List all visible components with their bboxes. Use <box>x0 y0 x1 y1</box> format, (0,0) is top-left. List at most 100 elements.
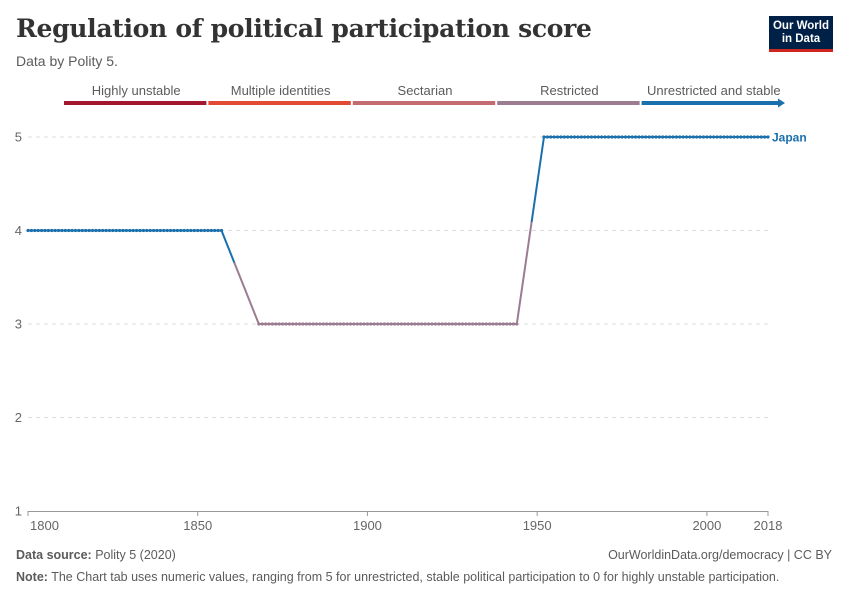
data-point[interactable] <box>586 135 590 139</box>
data-point[interactable] <box>182 228 186 233</box>
data-point[interactable] <box>481 322 485 326</box>
data-point[interactable] <box>450 322 454 326</box>
data-point[interactable] <box>311 322 315 326</box>
data-point[interactable] <box>729 135 733 139</box>
data-point[interactable] <box>426 322 431 326</box>
data-point[interactable] <box>67 228 71 233</box>
data-point[interactable] <box>280 322 285 326</box>
data-point[interactable] <box>654 135 658 139</box>
data-point[interactable] <box>389 322 393 326</box>
data-point[interactable] <box>715 135 719 139</box>
data-point[interactable] <box>569 135 573 139</box>
data-point[interactable] <box>491 322 495 326</box>
data-point[interactable] <box>308 322 312 326</box>
data-point[interactable] <box>613 135 617 139</box>
data-point[interactable] <box>661 135 665 139</box>
data-point[interactable] <box>488 322 492 326</box>
data-point[interactable] <box>213 228 217 233</box>
data-point[interactable] <box>359 322 363 326</box>
data-point[interactable] <box>26 228 30 233</box>
data-point[interactable] <box>722 135 726 139</box>
data-point[interactable] <box>467 322 471 326</box>
data-point[interactable] <box>199 228 203 233</box>
data-point[interactable] <box>270 322 275 326</box>
data-point[interactable] <box>471 322 475 326</box>
data-point[interactable] <box>505 322 509 326</box>
data-point[interactable] <box>691 135 695 139</box>
data-point[interactable] <box>443 322 448 326</box>
data-point[interactable] <box>131 228 135 233</box>
data-point[interactable] <box>209 228 213 233</box>
data-point[interactable] <box>678 135 682 139</box>
owid-logo[interactable]: Our World in Data <box>769 16 833 52</box>
data-point[interactable] <box>53 228 57 233</box>
data-point[interactable] <box>667 135 672 139</box>
data-point[interactable] <box>135 228 139 233</box>
data-point[interactable] <box>145 228 149 233</box>
data-point[interactable] <box>372 322 376 326</box>
data-point[interactable] <box>138 228 142 233</box>
data-point[interactable] <box>606 135 611 139</box>
data-point[interactable] <box>739 135 743 139</box>
data-point[interactable] <box>80 228 84 233</box>
data-point[interactable] <box>600 135 604 139</box>
data-point[interactable] <box>267 322 271 326</box>
data-point[interactable] <box>314 322 319 326</box>
data-point[interactable] <box>681 135 685 139</box>
data-point[interactable] <box>155 228 159 233</box>
data-point[interactable] <box>141 228 146 233</box>
legend-swatch[interactable] <box>64 101 207 105</box>
data-point[interactable] <box>284 322 288 326</box>
data-point[interactable] <box>355 322 359 326</box>
data-point[interactable] <box>348 322 353 326</box>
data-point[interactable] <box>460 322 465 326</box>
series-japan[interactable]: Japan <box>26 131 807 326</box>
data-point[interactable] <box>335 322 339 326</box>
data-point[interactable] <box>36 228 40 233</box>
data-point[interactable] <box>399 322 403 326</box>
data-point[interactable] <box>111 228 115 233</box>
legend-label[interactable]: Restricted <box>540 83 599 98</box>
data-point[interactable] <box>90 228 95 233</box>
data-point[interactable] <box>552 135 556 139</box>
data-point[interactable] <box>671 135 675 139</box>
legend-label[interactable]: Highly unstable <box>92 83 181 98</box>
data-point[interactable] <box>168 228 173 233</box>
data-point[interactable] <box>158 228 162 233</box>
data-point[interactable] <box>277 322 281 326</box>
data-point[interactable] <box>104 228 108 233</box>
data-point[interactable] <box>712 135 716 139</box>
data-point[interactable] <box>382 322 387 326</box>
data-point[interactable] <box>766 135 770 139</box>
legend-label[interactable]: Sectarian <box>398 83 453 98</box>
data-point[interactable] <box>294 322 298 326</box>
data-point[interactable] <box>657 135 661 139</box>
data-point[interactable] <box>698 135 702 139</box>
data-point[interactable] <box>511 322 516 326</box>
data-point[interactable] <box>172 228 176 233</box>
data-point[interactable] <box>165 228 169 233</box>
legend-swatch[interactable] <box>497 101 640 105</box>
data-point[interactable] <box>396 322 400 326</box>
data-point[interactable] <box>413 322 417 326</box>
data-point[interactable] <box>664 135 668 139</box>
data-point[interactable] <box>593 135 597 139</box>
data-point[interactable] <box>73 228 78 233</box>
data-point[interactable] <box>742 135 746 139</box>
data-point[interactable] <box>583 135 587 139</box>
data-point[interactable] <box>101 228 105 233</box>
data-point[interactable] <box>118 228 122 233</box>
data-point[interactable] <box>94 228 98 233</box>
data-point[interactable] <box>338 322 342 326</box>
data-point[interactable] <box>365 322 370 326</box>
data-point[interactable] <box>325 322 329 326</box>
data-point[interactable] <box>342 322 346 326</box>
data-point[interactable] <box>695 135 699 139</box>
data-point[interactable] <box>647 135 651 139</box>
data-point[interactable] <box>589 135 594 139</box>
data-point[interactable] <box>555 135 560 139</box>
data-point[interactable] <box>603 135 607 139</box>
data-point[interactable] <box>121 228 125 233</box>
data-point[interactable] <box>50 228 54 233</box>
data-point[interactable] <box>196 228 200 233</box>
